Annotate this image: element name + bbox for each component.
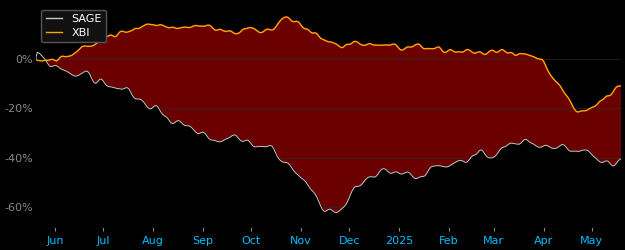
- Legend: SAGE, XBI: SAGE, XBI: [41, 10, 106, 42]
